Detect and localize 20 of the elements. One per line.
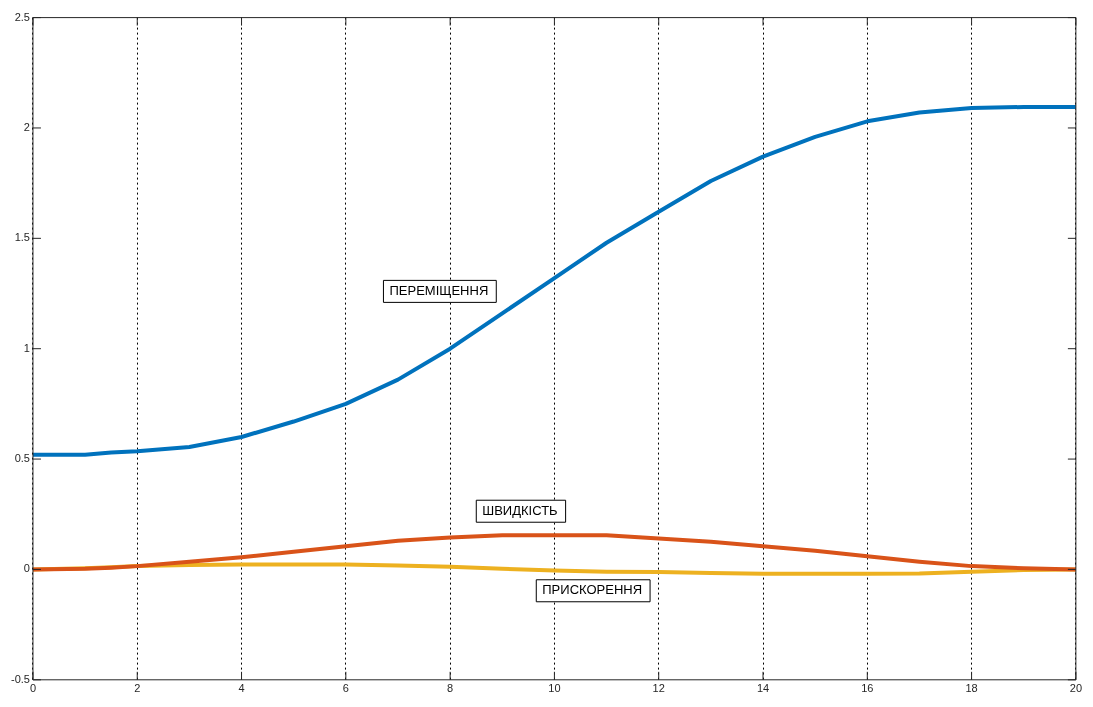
x-tick-label: 12 bbox=[652, 682, 665, 695]
x-tick-label: 20 bbox=[1069, 682, 1083, 695]
x-tick-label: 18 bbox=[965, 682, 978, 695]
x-tick-label: 6 bbox=[342, 682, 349, 695]
x-tick-label: 16 bbox=[861, 682, 874, 695]
x-tick-label: 8 bbox=[447, 682, 454, 695]
y-tick-label: 0 bbox=[23, 562, 30, 575]
series-label: ШВИДКІСТЬ bbox=[482, 502, 558, 518]
y-tick-label: -0.5 bbox=[10, 672, 30, 685]
x-tick-label: 10 bbox=[548, 682, 561, 695]
x-tick-label: 2 bbox=[134, 682, 141, 695]
x-tick-label: 14 bbox=[756, 682, 770, 695]
y-tick-label: 1.5 bbox=[14, 231, 30, 244]
y-tick-label: 2 bbox=[23, 121, 30, 133]
x-tick-label: 4 bbox=[238, 682, 245, 695]
y-tick-label: 0.5 bbox=[14, 452, 30, 465]
y-tick-label: 2.5 bbox=[14, 10, 30, 23]
y-tick-label: 1 bbox=[23, 341, 30, 354]
series-label: ПРИСКОРЕННЯ bbox=[542, 582, 643, 598]
series-label: ПЕРЕМІЩЕННЯ bbox=[389, 282, 489, 298]
